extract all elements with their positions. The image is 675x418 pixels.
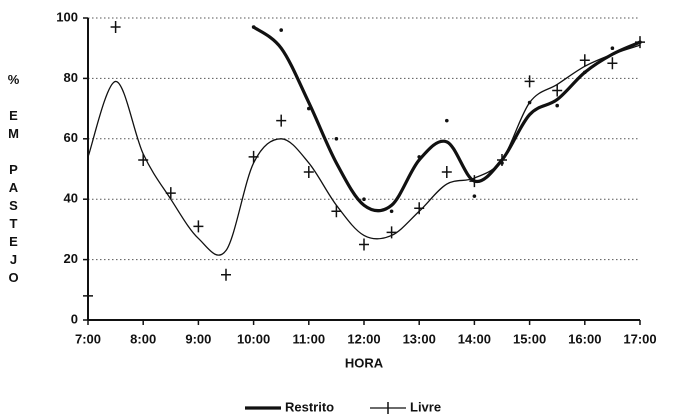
x-tick-label: 11:00 bbox=[293, 331, 326, 346]
point bbox=[110, 21, 121, 34]
point bbox=[635, 36, 645, 49]
fit-line bbox=[87, 44, 641, 256]
point bbox=[552, 84, 563, 97]
point bbox=[386, 226, 397, 239]
x-tick-label: 10:00 bbox=[237, 331, 270, 346]
point bbox=[610, 46, 615, 50]
point bbox=[469, 175, 480, 188]
point bbox=[303, 166, 314, 179]
y-tick-label: 100 bbox=[56, 9, 78, 24]
point bbox=[331, 205, 342, 218]
y-axis-label: % EM PASTEJO bbox=[6, 72, 21, 288]
point bbox=[193, 220, 204, 233]
y-tick-label: 20 bbox=[64, 251, 78, 266]
point bbox=[362, 197, 366, 201]
point bbox=[359, 238, 369, 251]
point bbox=[251, 25, 256, 29]
point bbox=[524, 75, 535, 88]
point bbox=[555, 103, 559, 108]
point bbox=[389, 209, 394, 214]
point bbox=[607, 57, 618, 70]
point bbox=[417, 155, 422, 159]
point bbox=[472, 194, 477, 198]
y-tick-label: 80 bbox=[64, 70, 78, 85]
x-tick-label: 12:00 bbox=[347, 331, 380, 346]
x-tick-label: 15:00 bbox=[513, 331, 546, 346]
legend-label: Livre bbox=[410, 399, 441, 414]
y-tick-label: 40 bbox=[64, 191, 78, 206]
point bbox=[579, 54, 590, 67]
fit-line bbox=[252, 25, 641, 213]
x-tick-label: 14:00 bbox=[458, 331, 491, 346]
x-tick-label: 9:00 bbox=[185, 331, 211, 346]
x-tick-label: 16:00 bbox=[568, 331, 601, 346]
point bbox=[307, 106, 311, 111]
point bbox=[583, 70, 587, 75]
point bbox=[414, 202, 425, 215]
point bbox=[441, 166, 452, 179]
y-tick-label: 60 bbox=[64, 130, 78, 145]
point bbox=[221, 268, 231, 281]
point bbox=[445, 118, 449, 123]
point bbox=[83, 289, 93, 302]
point bbox=[276, 114, 287, 127]
x-axis-label: HORA bbox=[345, 355, 384, 370]
point bbox=[334, 137, 339, 141]
legend-label: Restrito bbox=[285, 399, 334, 414]
y-tick-label: 0 bbox=[71, 311, 78, 326]
point bbox=[279, 28, 284, 32]
point bbox=[497, 153, 507, 166]
x-tick-label: 7:00 bbox=[75, 331, 101, 346]
point bbox=[138, 153, 149, 166]
point bbox=[248, 150, 259, 163]
x-tick-label: 13:00 bbox=[403, 331, 436, 346]
x-tick-label: 8:00 bbox=[130, 331, 156, 346]
x-tick-label: 17:00 bbox=[623, 331, 656, 346]
point bbox=[165, 187, 176, 200]
